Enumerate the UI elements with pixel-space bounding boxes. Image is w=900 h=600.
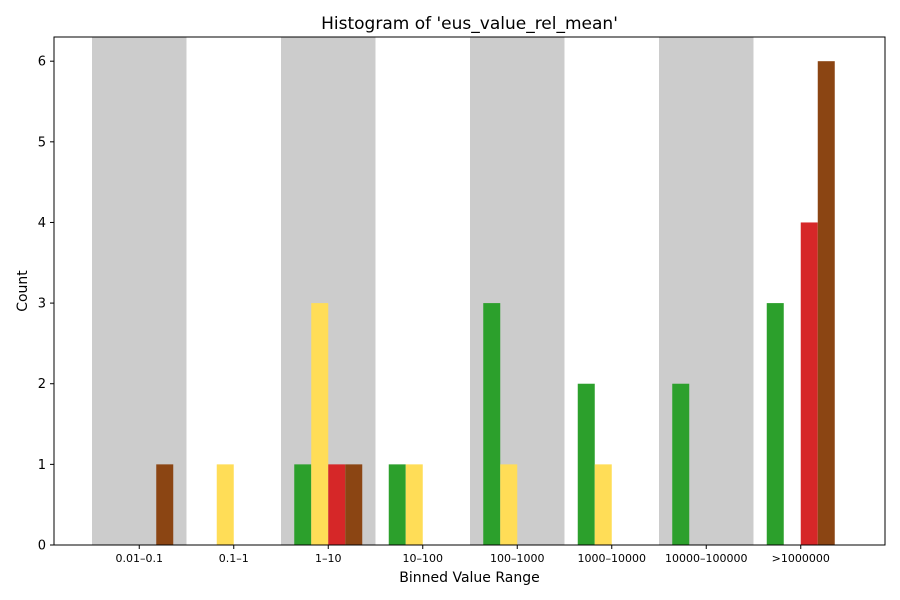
- y-tick-label: 3: [38, 297, 46, 312]
- bar: [483, 303, 501, 545]
- y-tick-label: 2: [38, 377, 46, 392]
- x-axis: 0.01–0.1 0.1–1 1–10 10–100 100–1000 1000–1000…: [116, 545, 830, 565]
- x-tick-label: >1000000: [772, 552, 830, 565]
- y-tick-label: 4: [38, 216, 46, 231]
- x-axis-label: Binned Value Range: [399, 570, 539, 586]
- bar: [817, 61, 835, 545]
- x-tick-label: 10000–100000: [665, 552, 747, 565]
- y-tick-label: 6: [38, 55, 46, 70]
- x-tick-label: 0.1–1: [219, 552, 249, 565]
- x-tick-label: 1000–10000: [578, 552, 647, 565]
- x-tick-label: 100–1000: [490, 552, 545, 565]
- bars: [156, 61, 835, 545]
- bar: [500, 464, 518, 545]
- bar: [800, 222, 818, 545]
- x-tick-label: 10–100: [403, 552, 444, 565]
- plot-frame: [53, 36, 886, 546]
- bar: [294, 464, 312, 545]
- bar: [594, 464, 612, 545]
- bar: [311, 303, 329, 545]
- bar: [577, 383, 595, 545]
- bar: [405, 464, 423, 545]
- x-tick-label: 0.01–0.1: [116, 552, 164, 565]
- y-axis: 0 1 2 3 4 5 6: [38, 55, 54, 554]
- bin-band: [92, 37, 187, 545]
- bar: [156, 464, 174, 545]
- x-tick-label: 1–10: [315, 552, 342, 565]
- bar: [388, 464, 406, 545]
- y-tick-label: 1: [38, 458, 46, 473]
- chart-title: Histogram of 'eus_value_rel_mean': [321, 14, 618, 34]
- bar: [672, 383, 690, 545]
- bar: [216, 464, 234, 545]
- y-tick-label: 0: [38, 539, 46, 554]
- bar: [328, 464, 346, 545]
- y-axis-label: Count: [15, 270, 31, 312]
- bar: [345, 464, 363, 545]
- bar: [766, 303, 784, 545]
- y-tick-label: 5: [38, 135, 46, 150]
